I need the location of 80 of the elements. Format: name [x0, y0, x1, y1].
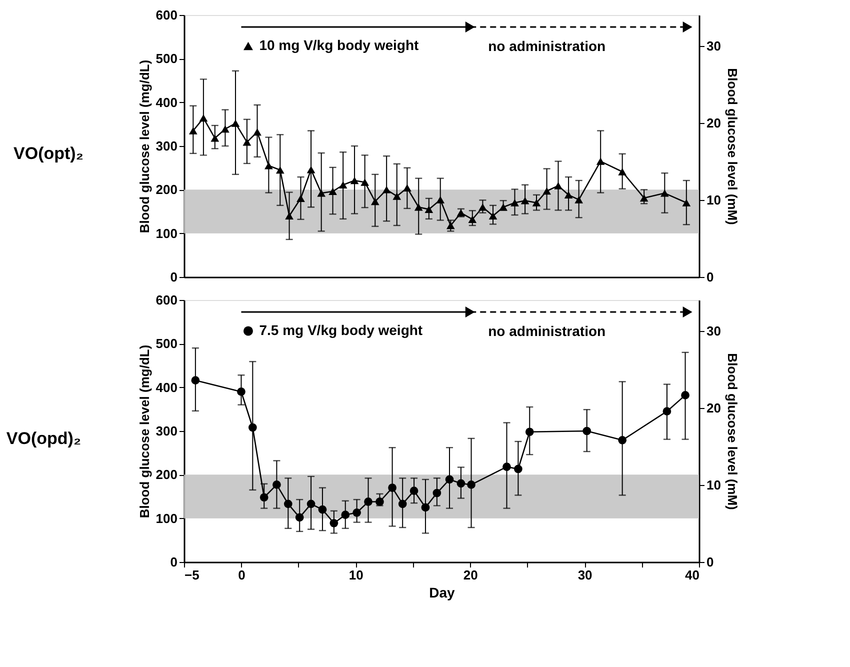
point [242, 138, 252, 146]
point [564, 191, 573, 199]
point [338, 181, 348, 188]
y-tick-label: 600 [156, 8, 178, 22]
y2-axis-title: Blood glucose level (mM) [724, 68, 740, 225]
x-tick-label: 20 [463, 568, 478, 582]
point [210, 134, 220, 142]
y-axis-title: Blood glucose level (mg/dL) [136, 344, 152, 518]
x-tick-label: 10 [348, 568, 364, 582]
point [264, 162, 273, 170]
annotation: no administration [488, 38, 606, 54]
point [276, 166, 284, 174]
point [520, 196, 530, 204]
y2-tick-label: 10 [706, 192, 721, 208]
legend-label: 7.5 mg V/kg body weight [259, 322, 423, 338]
point [253, 128, 262, 136]
point [370, 198, 380, 206]
y-axis-title: Blood glucose level (mg/dL) [136, 60, 152, 234]
y-tick-label: 0 [170, 554, 178, 570]
y-tick-label: 0 [170, 270, 178, 284]
y2-tick-label: 20 [706, 400, 721, 416]
point [596, 158, 605, 165]
point [231, 120, 240, 127]
text: VO(opt)₂ [14, 144, 84, 163]
y2-tick-label: 30 [706, 38, 721, 54]
y2-tick-label: 0 [706, 270, 714, 284]
point [221, 125, 230, 133]
point [532, 199, 541, 206]
y-tick-label: 100 [156, 226, 178, 241]
point [392, 192, 402, 200]
y2-tick-label: 30 [706, 323, 721, 338]
point [285, 212, 294, 220]
point [682, 199, 691, 206]
point [424, 206, 434, 213]
x-axis-title: Day [429, 584, 456, 600]
y-tick-label: 300 [156, 424, 178, 438]
y-tick-label: 200 [156, 182, 178, 198]
point [446, 222, 455, 230]
y-tick-label: 400 [156, 380, 178, 395]
point [317, 190, 326, 197]
point [296, 194, 305, 202]
point [350, 176, 359, 184]
point [468, 216, 477, 223]
x-tick-label: 30 [578, 568, 592, 582]
point [188, 127, 198, 134]
y-tick-label: 500 [156, 51, 178, 66]
y2-tick-label: 0 [706, 554, 714, 570]
x-tick-label: 0 [238, 568, 246, 582]
x-tick-label: −5 [184, 568, 200, 582]
point [499, 204, 508, 211]
point [199, 114, 208, 122]
point [488, 212, 498, 220]
point [306, 166, 316, 174]
point [382, 186, 391, 194]
point [436, 196, 445, 204]
point [660, 190, 669, 197]
y2-axis-title: Blood glucose level (mM) [724, 353, 740, 510]
y2-tick-label: 20 [706, 115, 721, 130]
point [328, 188, 337, 196]
point [618, 168, 627, 176]
y-tick-label: 200 [156, 467, 178, 482]
point [542, 187, 551, 195]
point [640, 194, 648, 202]
y-tick-label: 600 [156, 292, 178, 308]
y-tick-label: 300 [156, 138, 178, 154]
point [402, 184, 412, 192]
point [414, 204, 423, 211]
point [360, 178, 370, 186]
y-tick-label: 400 [156, 94, 178, 110]
legend-label: 10 mg V/kg body weight [259, 37, 420, 53]
y-tick-label: 500 [156, 336, 178, 352]
point [478, 204, 487, 211]
annotation: no administration [488, 323, 606, 339]
y-tick-label: 100 [156, 510, 178, 526]
point [554, 182, 562, 190]
x-tick-label: 40 [685, 568, 700, 582]
point [574, 196, 584, 204]
text: VO(opd)₂ [6, 429, 82, 448]
y2-tick-label: 10 [706, 477, 721, 492]
point [510, 199, 519, 206]
